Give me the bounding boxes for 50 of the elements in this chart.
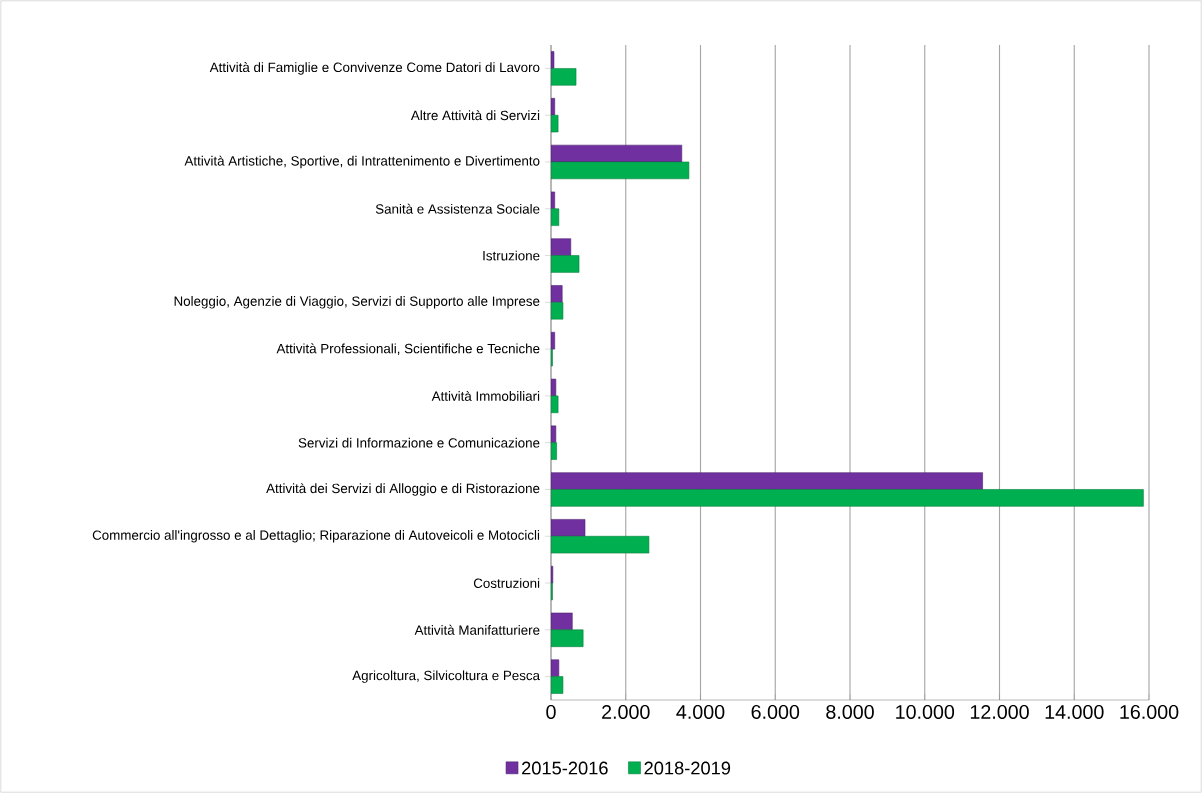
bar (551, 395, 559, 414)
bar (551, 208, 560, 226)
bar (551, 442, 557, 460)
x-tick-label: 12.000 (970, 704, 1029, 719)
x-tick-label: 14.000 (1045, 704, 1104, 719)
bar (551, 519, 586, 537)
bar (551, 238, 572, 256)
legend-label: 2015-2016 (522, 761, 608, 775)
bar (551, 676, 564, 694)
bar (551, 68, 577, 86)
y-tick-label: Attività Professionali, Scientifiche e Tecniche (276, 343, 540, 355)
bar (551, 302, 564, 320)
bar (551, 144, 683, 163)
y-tick-label: Agricoltura, Silvicoltura e Pesca (352, 670, 540, 683)
y-tick-label: Attività dei Servizi di Alloggio e di Ristorazione (266, 483, 540, 496)
legend-label: 2018-2019 (644, 761, 731, 775)
x-tick-label: 0 (546, 704, 556, 719)
bar (551, 425, 557, 443)
y-tick-label: Attività Manifatturiere (414, 624, 540, 635)
y-tick-label: Commercio all'ingrosso e al Dettaglio; Riparazione di Autoveicoli e Motocicli (92, 530, 540, 543)
bar (551, 535, 650, 554)
bar (551, 331, 556, 350)
y-tick-label: Costruzioni (473, 578, 540, 588)
bar (551, 378, 557, 397)
y-tick-label: Altre Attività di Servizi (410, 110, 540, 121)
x-tick-label: 4.000 (676, 704, 725, 719)
y-tick-label: Noleggio, Agenzie di Viaggio, Servizi di Supporto alle Imprese (174, 296, 540, 309)
y-tick-label: Servizi di Informazione e Comunicazione (298, 437, 540, 448)
y-tick-label: Sanità e Assistenza Sociale (375, 203, 540, 214)
bar (551, 255, 580, 273)
bar (551, 489, 1144, 507)
bar (551, 612, 573, 631)
bar (551, 98, 556, 116)
y-tick-label: Attività di Famiglie e Convivenze Come Datori di Lavoro (209, 62, 540, 75)
bar (551, 472, 983, 490)
bar (551, 191, 556, 210)
bar (551, 629, 584, 647)
bar (551, 659, 560, 677)
x-tick-label: 8.000 (826, 704, 874, 719)
bar (551, 114, 559, 133)
bar (551, 161, 690, 180)
bar (551, 51, 555, 69)
y-tick-label: Attività Artistiche, Sportive, di Intrattenimento e Divertimento (184, 155, 540, 169)
x-tick-label: 2.000 (602, 704, 650, 719)
bar (551, 285, 563, 303)
x-tick-label: 6.000 (751, 704, 800, 719)
y-tick-label: Attività Immobiliari (431, 390, 540, 401)
x-tick-label: 16.000 (1120, 704, 1179, 719)
y-tick-label: Istruzione (483, 250, 540, 261)
x-tick-label: 10.000 (896, 704, 955, 719)
